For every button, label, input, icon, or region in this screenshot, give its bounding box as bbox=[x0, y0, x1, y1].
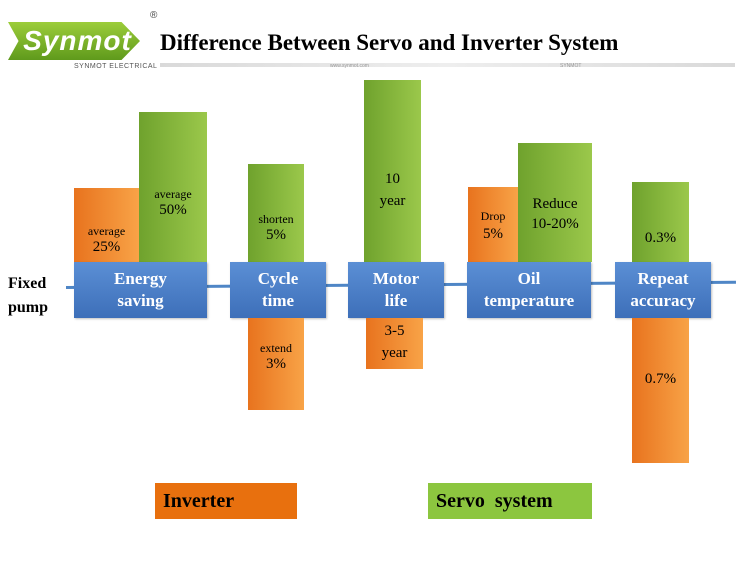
category-oil-temperature: Oil temperature bbox=[467, 262, 591, 318]
bar-label-line1: 10 bbox=[385, 171, 400, 187]
bar-label-line2: 5% bbox=[266, 227, 286, 243]
legend-servo: Servo system bbox=[428, 483, 592, 519]
bar-label-line1: average bbox=[154, 187, 192, 201]
baseline-label: Fixed pump bbox=[8, 272, 48, 320]
legend-inverter-label: Inverter bbox=[163, 489, 235, 512]
bar-label-line1: 0.3% bbox=[644, 230, 677, 246]
baseline-label-line2: pump bbox=[8, 299, 49, 316]
category-label-line1: Oil bbox=[517, 269, 541, 288]
bar-label-line2: 5% bbox=[483, 226, 503, 242]
repeat-accuracy-inverter-bar: 0.7% bbox=[632, 318, 689, 463]
bar-label-line2: year bbox=[381, 345, 408, 361]
bar-label-line2: 50% bbox=[159, 202, 187, 218]
category-label-line2: time bbox=[261, 291, 295, 310]
bar-label-line1: shorten bbox=[258, 212, 294, 226]
motor-life-servo-bar: 10 year bbox=[364, 80, 421, 262]
bar-label-line1: extend bbox=[260, 341, 292, 355]
category-label-line2: temperature bbox=[483, 291, 575, 310]
category-repeat-accuracy: Repeat accuracy bbox=[615, 262, 711, 318]
cycle-time-servo-bar: shorten 5% bbox=[248, 164, 304, 262]
logo-wordmark: Synmot bbox=[23, 25, 132, 56]
synmot-logo: Synmot bbox=[0, 8, 160, 63]
category-label-line1: Cycle bbox=[257, 269, 299, 288]
bar-label-line2: 25% bbox=[92, 239, 121, 255]
oil-temperature-inverter-bar: Drop 5% bbox=[468, 187, 518, 262]
category-motor-life: Motor life bbox=[348, 262, 444, 318]
bar-label-line2: 10-20% bbox=[531, 216, 579, 232]
header-divider bbox=[160, 63, 735, 67]
header-rule-mark-2: SYNMOT bbox=[560, 63, 582, 69]
logo-chevron-shape bbox=[8, 22, 140, 60]
legend-servo-label: Servo system bbox=[436, 489, 553, 512]
bar-label-line1: average bbox=[87, 224, 126, 238]
bar-label-line1: 3-5 bbox=[384, 323, 405, 339]
category-label-line1: Motor bbox=[372, 269, 420, 288]
motor-life-inverter-bar: 3-5 year bbox=[366, 318, 423, 369]
bar-label-line2: 3% bbox=[266, 356, 286, 372]
header-rule-mark: www.synmot.com bbox=[330, 63, 369, 69]
repeat-accuracy-servo-bar: 0.3% bbox=[632, 182, 689, 262]
legend-inverter: Inverter bbox=[155, 483, 297, 519]
bar-label-line2: year bbox=[379, 193, 406, 209]
logo-subtitle: SYNMOT ELECTRICAL bbox=[74, 63, 158, 70]
category-energy-saving: Energy saving bbox=[74, 262, 207, 318]
oil-temperature-servo-bar: Reduce 10-20% bbox=[518, 143, 592, 262]
energy-saving-inverter-bar: average 25% bbox=[74, 188, 139, 262]
page-title: Difference Between Servo and Inverter Sy… bbox=[160, 30, 619, 55]
bar-label-line1: 0.7% bbox=[644, 371, 677, 387]
baseline-label-line1: Fixed bbox=[8, 275, 47, 292]
energy-saving-servo-bar: average 50% bbox=[139, 112, 207, 262]
category-cycle-time: Cycle time bbox=[230, 262, 326, 318]
registered-mark: ® bbox=[150, 10, 158, 21]
category-label-line2: saving bbox=[117, 291, 164, 310]
bar-label-line1: Reduce bbox=[532, 196, 578, 212]
category-label-line2: accuracy bbox=[630, 291, 696, 310]
cycle-time-inverter-bar: extend 3% bbox=[248, 318, 304, 410]
category-label-line1: Repeat bbox=[637, 269, 689, 288]
category-label-line2: life bbox=[384, 291, 408, 310]
category-label-line1: Energy bbox=[114, 269, 167, 288]
bar-label-line1: Drop bbox=[480, 209, 506, 223]
